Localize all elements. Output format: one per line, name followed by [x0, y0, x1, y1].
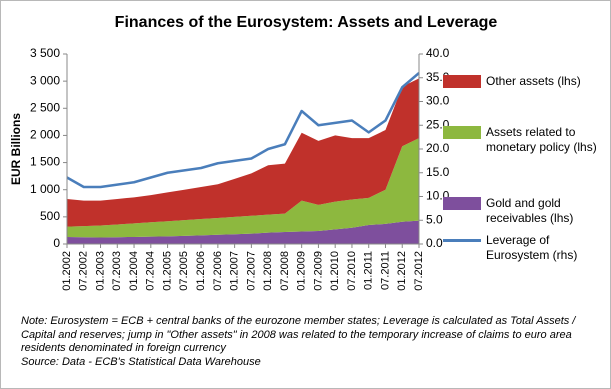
y-tick-label: 0 [53, 236, 60, 250]
area [67, 220, 419, 244]
y-tick-label: 3 500 [30, 46, 60, 60]
x-tick-label: 01.2011 [363, 251, 375, 290]
y-tick-label: 2 500 [30, 100, 60, 114]
legend-swatch [443, 126, 481, 139]
x-tick-label: 07.2010 [346, 251, 358, 291]
x-tick-label: 07.2011 [379, 251, 391, 290]
note: Note: Eurosystem = ECB + central banks o… [21, 315, 601, 369]
x-tick-label: 07.2009 [312, 251, 324, 291]
x-tick-label: 07.2012 [413, 251, 425, 291]
line [66, 72, 420, 189]
x-tick-label: 01.2012 [396, 251, 408, 291]
y-tick-label: 1 000 [30, 182, 60, 196]
x-tick-label: 07.2006 [212, 251, 224, 291]
y-tick-label: 3 000 [30, 73, 60, 87]
x-tick-label: 01.2003 [94, 251, 106, 291]
x-tick-label: 07.2002 [78, 251, 90, 291]
y2-tick-label: 30.0 [426, 94, 450, 108]
x-tick-label: 01.2006 [195, 251, 207, 291]
y2-tick-label: 15.0 [426, 165, 450, 179]
legend-label: Other assets (lhs) [486, 74, 581, 88]
x-tick-label: 07.2005 [178, 251, 190, 291]
x-tick-label: 07.2008 [279, 251, 291, 291]
note-text: Note: Eurosystem = ECB + central banks o… [21, 315, 576, 354]
legend-swatch [443, 239, 481, 242]
x-tick-label: 01.2007 [229, 251, 241, 291]
area [67, 138, 419, 238]
y2-tick-label: 5.0 [426, 212, 443, 226]
legend-label: Assets related to monetary policy (lhs) [486, 125, 597, 154]
y2-tick-label: 0.0 [426, 236, 443, 250]
x-tick-label: 01.2009 [296, 251, 308, 291]
legend-label: Leverage of Eurosystem (rhs) [486, 233, 578, 262]
legend-swatch [443, 75, 481, 88]
y-tick-label: 2 000 [30, 128, 60, 142]
y-tick-label: 500 [40, 209, 60, 223]
source-text: Source: Data - ECB's Statistical Data Wa… [21, 355, 261, 368]
y2-tick-label: 40.0 [426, 46, 450, 60]
x-tick-label: 07.2003 [111, 251, 123, 291]
x-tick-label: 07.2007 [245, 251, 257, 291]
x-tick-label: 01.2005 [161, 251, 173, 291]
x-tick-label: 07.2004 [145, 251, 157, 291]
x-tick-label: 01.2010 [329, 251, 341, 291]
x-tick-label: 01.2008 [262, 251, 274, 291]
y2-tick-label: 20.0 [426, 141, 450, 155]
x-tick-label: 01.2002 [61, 251, 73, 291]
y-tick-label: 1 500 [30, 155, 60, 169]
legend-swatch [443, 197, 481, 210]
legend-label: Gold and gold receivables (lhs) [486, 196, 574, 225]
y-axis-label: EUR Billions [9, 113, 23, 185]
x-tick-label: 01.2004 [128, 251, 140, 291]
area [67, 78, 419, 227]
chart-title: Finances of the Eurosystem: Assets and L… [115, 14, 498, 31]
